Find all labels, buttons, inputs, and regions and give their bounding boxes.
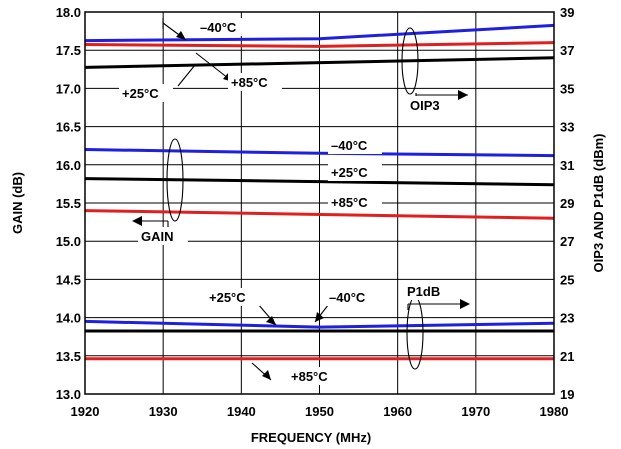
oip3-p25-label: +25°C [122, 86, 159, 101]
gain-p85-label: +85°C [331, 195, 368, 210]
y-right-tick-label: 23 [560, 311, 574, 326]
series-line-gain-85-c [84, 209, 555, 220]
x-tick-label: 1980 [540, 404, 569, 419]
y-left-tick-label: 14.5 [56, 272, 81, 287]
label-bg [326, 288, 380, 306]
series-line-oip3-40-c [84, 23, 555, 43]
y-axis-right-title: OIP3 AND P1dB (dBm) [591, 134, 606, 273]
label-bg [328, 163, 382, 181]
x-tick-label: 1950 [305, 404, 334, 419]
x-axis-title: FREQUENCY (MHz) [251, 430, 371, 445]
y-left-tick-label: 15.5 [56, 196, 81, 211]
y-right-tick-label: 21 [560, 349, 574, 364]
gain-group-label: GAIN [141, 229, 174, 244]
series-line-gain-40-c [84, 148, 555, 158]
oip3-p85-label: +85°C [231, 75, 268, 90]
y-right-tick-label: 33 [560, 120, 574, 135]
y-right-tick-label: 27 [560, 234, 574, 249]
series-line-gain-25-c [84, 177, 555, 187]
y-left-tick-label: 13.5 [56, 349, 81, 364]
y-left-tick-label: 18.0 [56, 5, 81, 20]
label-bg [328, 136, 382, 154]
plot-frame [84, 11, 555, 395]
p1db-group-label: P1dB [407, 284, 440, 299]
p1db-p85-label: +85°C [291, 369, 328, 384]
p1db-p25-label: +25°C [209, 290, 246, 305]
annotation-layer: –40°C +25°C +85°C OIP3 –40°C +25°C +85°C… [119, 18, 470, 385]
label-bg [206, 288, 260, 306]
y-left-tick-label: 14.0 [56, 311, 81, 326]
oip3-group-label: OIP3 [410, 98, 440, 113]
p1db-m40-label: –40°C [329, 290, 366, 305]
label-bg [119, 84, 173, 102]
series-line-oip3-85-c [84, 41, 555, 48]
label-bg [288, 367, 342, 385]
y-left-tick-label: 16.0 [56, 158, 81, 173]
y-right-tick-label: 37 [560, 43, 574, 58]
label-bg [406, 96, 456, 114]
y-right-tick-label: 19 [560, 387, 574, 402]
label-bg [404, 282, 454, 300]
x-tick-label: 1920 [71, 404, 100, 419]
x-tick-label: 1940 [227, 404, 256, 419]
y-right-tick-label: 39 [560, 5, 574, 20]
y-left-tick-label: 15.0 [56, 234, 81, 249]
x-tick-label: 1930 [149, 404, 178, 419]
label-bg [138, 227, 188, 245]
series-line-oip3-25-c [84, 56, 555, 69]
y-right-tick-label: 31 [560, 158, 574, 173]
gain-m40-label: –40°C [331, 138, 368, 153]
series-layer [84, 23, 555, 361]
y-left-tick-label: 17.0 [56, 81, 81, 96]
label-bg [228, 73, 282, 91]
y-axis-left-title: GAIN (dB) [10, 172, 25, 234]
oip3-m40-label: –40°C [200, 20, 237, 35]
gain-p25-label: +25°C [331, 165, 368, 180]
x-tick-label: 1970 [461, 404, 490, 419]
y-left-tick-label: 13.0 [56, 387, 81, 402]
y-left-tick-label: 17.5 [56, 43, 81, 58]
y-right-tick-label: 25 [560, 272, 574, 287]
label-bg [328, 193, 382, 211]
tick-labels: 1920 1930 1940 1950 1960 1970 1980 13.0 13.5 14.0… [56, 5, 575, 419]
x-tick-label: 1960 [383, 404, 412, 419]
label-bg [197, 18, 273, 36]
y-right-tick-label: 29 [560, 196, 574, 211]
y-left-tick-label: 16.5 [56, 120, 81, 135]
y-right-tick-label: 35 [560, 81, 574, 96]
series-line-p1db-40-c [84, 319, 555, 329]
